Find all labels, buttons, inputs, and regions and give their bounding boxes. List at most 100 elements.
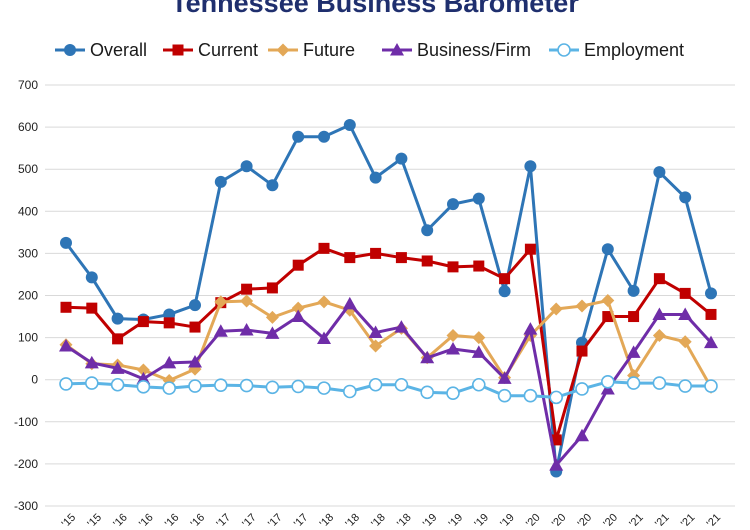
series-future bbox=[59, 294, 718, 394]
data-point-business-firm bbox=[368, 325, 383, 339]
data-point-business-firm bbox=[678, 307, 693, 320]
data-point-overall bbox=[524, 160, 537, 173]
x-tick-label: '17 bbox=[214, 511, 233, 530]
data-point-employment bbox=[162, 381, 176, 395]
data-point-overall bbox=[369, 171, 382, 184]
data-point-employment bbox=[317, 381, 331, 395]
data-point-employment bbox=[523, 388, 538, 403]
data-point-current bbox=[395, 252, 407, 264]
y-tick-label: 700 bbox=[18, 78, 38, 92]
x-tick-label: '20 bbox=[601, 511, 620, 530]
legend-item-business-firm: Business/Firm bbox=[382, 40, 531, 60]
series-overall bbox=[60, 118, 717, 478]
data-point-business-firm bbox=[59, 339, 73, 352]
y-tick-label: -300 bbox=[14, 499, 38, 513]
x-tick-label: '21 bbox=[653, 511, 672, 530]
data-point-overall bbox=[395, 152, 408, 165]
x-tick-label: '17 bbox=[266, 511, 285, 530]
data-point-business-firm bbox=[652, 307, 667, 320]
data-point-employment bbox=[136, 380, 151, 394]
data-point-overall bbox=[111, 312, 124, 325]
data-point-business-firm bbox=[549, 458, 564, 471]
x-tick-label: '19 bbox=[421, 511, 440, 530]
data-point-employment bbox=[600, 375, 615, 389]
series-business-firm bbox=[59, 296, 718, 471]
data-point-business-firm bbox=[704, 335, 718, 349]
data-point-overall bbox=[498, 285, 511, 298]
data-point-overall bbox=[85, 271, 98, 284]
series-line-overall bbox=[64, 123, 713, 473]
data-point-employment bbox=[497, 388, 512, 403]
data-point-overall bbox=[214, 175, 227, 188]
data-point-current bbox=[653, 273, 665, 285]
x-tick-label: '15 bbox=[60, 511, 79, 530]
data-point-current bbox=[447, 261, 459, 273]
legend-item-overall: Overall bbox=[55, 40, 147, 60]
data-point-future bbox=[369, 339, 383, 353]
data-point-current bbox=[473, 260, 485, 272]
data-point-employment bbox=[575, 382, 589, 396]
legend-label: Overall bbox=[90, 40, 147, 60]
data-point-employment bbox=[110, 377, 125, 392]
data-point-overall bbox=[601, 243, 614, 256]
data-point-overall bbox=[240, 160, 253, 173]
data-point-business-firm bbox=[575, 428, 589, 442]
series-line-future bbox=[65, 299, 713, 389]
data-point-overall bbox=[266, 179, 279, 192]
data-point-future bbox=[601, 294, 615, 308]
legend-label: Future bbox=[303, 40, 355, 60]
y-tick-label: 500 bbox=[18, 162, 38, 176]
data-point-current bbox=[292, 259, 304, 271]
data-point-future bbox=[265, 310, 279, 324]
data-point-business-firm bbox=[110, 361, 125, 374]
x-tick-label: '17 bbox=[292, 511, 311, 530]
y-tick-label: 200 bbox=[18, 289, 38, 303]
x-tick-label: '20 bbox=[524, 511, 543, 530]
data-point-current bbox=[241, 283, 253, 295]
data-point-future bbox=[575, 299, 589, 313]
data-point-current bbox=[137, 316, 149, 328]
y-tick-label: 600 bbox=[18, 120, 38, 134]
x-tick-label: '15 bbox=[85, 511, 104, 530]
y-tick-label: 400 bbox=[18, 204, 38, 218]
x-tick-label: '18 bbox=[343, 511, 362, 530]
data-point-overall bbox=[447, 198, 459, 211]
data-point-employment bbox=[626, 376, 641, 390]
chart-legend: Overall Current Future Business/Firm Employm… bbox=[55, 40, 684, 60]
data-point-current bbox=[550, 434, 562, 446]
data-point-employment bbox=[704, 379, 718, 393]
series-current bbox=[60, 242, 717, 446]
y-tick-label: -100 bbox=[14, 415, 38, 429]
data-point-overall bbox=[653, 166, 666, 179]
series-employment bbox=[59, 375, 718, 405]
data-point-future bbox=[549, 302, 563, 316]
data-point-business-firm bbox=[265, 326, 280, 339]
data-point-current bbox=[576, 345, 588, 357]
data-point-employment bbox=[214, 378, 228, 392]
data-point-future bbox=[240, 294, 254, 308]
data-point-business-firm bbox=[213, 324, 228, 337]
data-point-business-firm bbox=[446, 341, 460, 355]
data-point-business-firm bbox=[342, 296, 357, 310]
x-tick-label: '19 bbox=[472, 511, 491, 530]
data-point-current bbox=[602, 311, 614, 323]
legend-label: Business/Firm bbox=[417, 40, 531, 60]
data-point-employment bbox=[239, 378, 254, 393]
y-tick-label: 100 bbox=[18, 331, 38, 345]
data-point-current bbox=[421, 255, 433, 267]
x-tick-label: '16 bbox=[137, 511, 156, 530]
data-point-future bbox=[291, 301, 305, 315]
data-point-current bbox=[112, 333, 124, 345]
data-point-business-firm bbox=[239, 323, 254, 336]
y-tick-label: 0 bbox=[31, 373, 38, 387]
legend-label: Employment bbox=[584, 40, 684, 60]
x-tick-label: '16 bbox=[163, 511, 182, 530]
data-point-employment bbox=[652, 376, 667, 390]
data-point-employment bbox=[188, 379, 202, 393]
x-tick-label: '21 bbox=[627, 511, 646, 530]
y-axis: 700 600 500 400 300 200 100 0 -100 -200 -300 bbox=[14, 78, 38, 513]
data-point-business-firm bbox=[188, 355, 202, 368]
x-tick-label: '17 bbox=[240, 511, 259, 530]
x-axis: '15 '15 '16 '16 '16 '16 '17 '17 '17 '17 '18 '18 '18 '… bbox=[60, 511, 724, 530]
